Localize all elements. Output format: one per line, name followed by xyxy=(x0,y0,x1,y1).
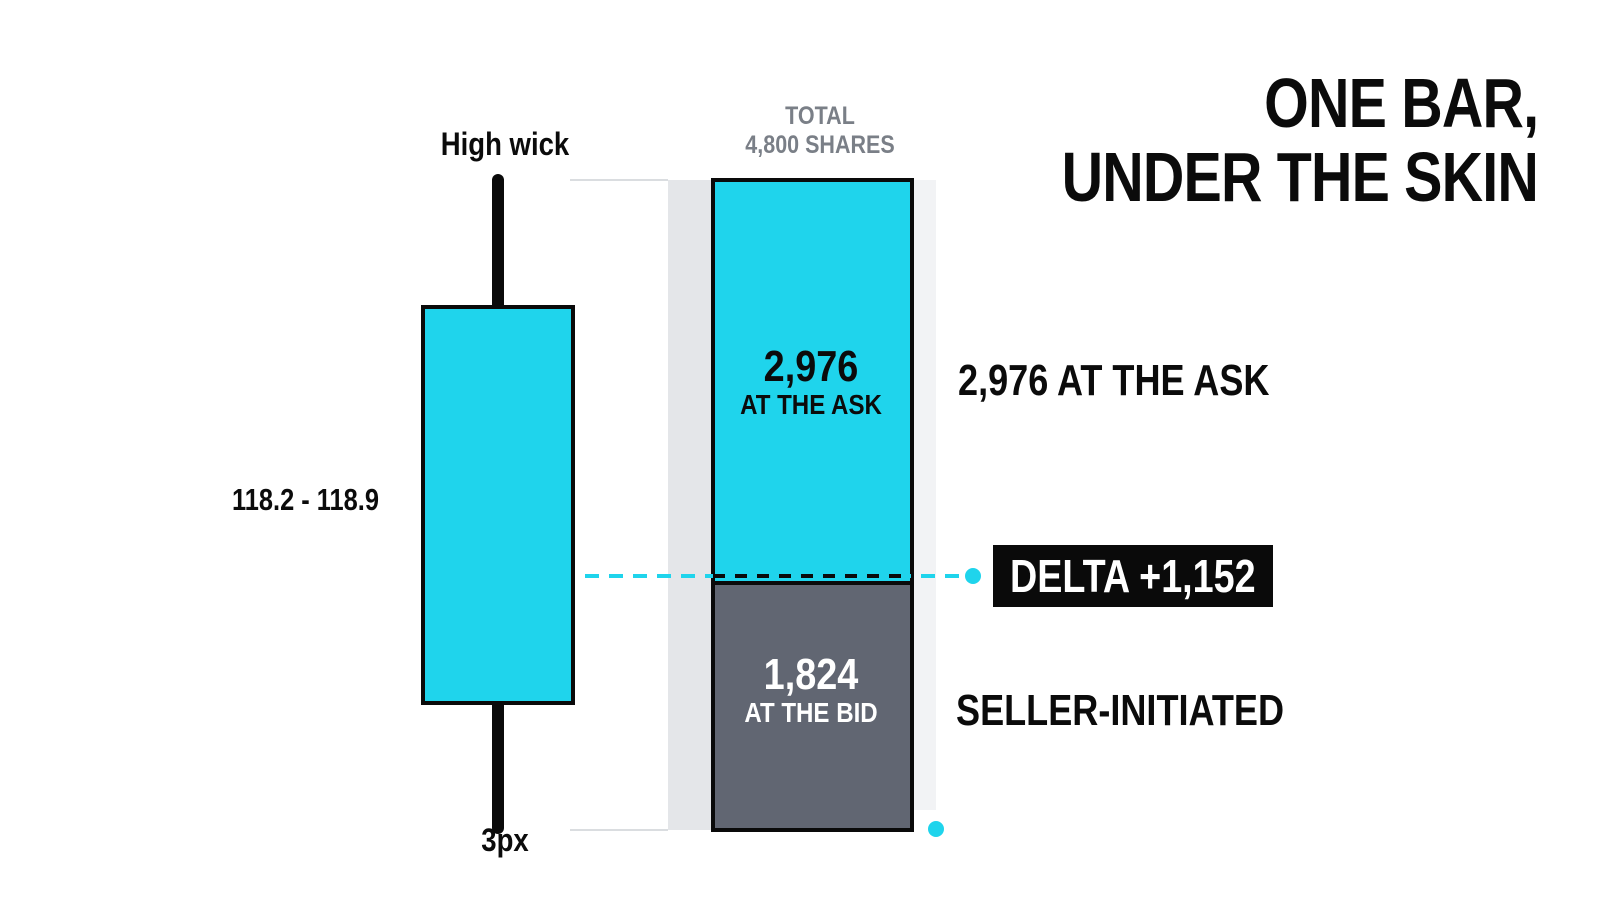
bid-volume-sublabel: AT THE BID xyxy=(744,697,878,728)
bottom-dot xyxy=(928,821,944,837)
delta-badge-text: DELTA +1,152 xyxy=(1010,550,1256,602)
ask-segment-label: 2,976 AT THE ASK xyxy=(727,344,896,420)
volume-backdrop-right xyxy=(912,180,936,810)
delta-dot xyxy=(965,568,981,584)
total-label-line2: 4,800 SHARES xyxy=(745,131,895,159)
ask-volume-value: 2,976 xyxy=(763,342,859,391)
high-wick-label: High wick xyxy=(440,126,570,162)
volume-backdrop xyxy=(668,180,712,830)
bid-volume-value: 1,824 xyxy=(763,650,859,699)
ask-volume-sublabel: AT THE ASK xyxy=(740,389,882,420)
title-line-2: UNDER THE SKIN xyxy=(1061,138,1539,216)
seller-callout: SELLER-INITIATED xyxy=(956,686,1285,735)
title-line-1: ONE BAR, xyxy=(1263,64,1539,142)
ask-callout: 2,976 AT THE ASK xyxy=(958,356,1270,405)
bid-segment-label: 1,824 AT THE BID xyxy=(727,652,896,728)
candle-body xyxy=(421,305,575,705)
price-range-label: 118.2 - 118.9 xyxy=(232,482,380,517)
total-label-line1: TOTAL xyxy=(785,102,855,130)
total-shares-label: TOTAL 4,800 SHARES xyxy=(717,102,923,160)
delta-badge: DELTA +1,152 xyxy=(993,545,1273,607)
bid-volume-segment xyxy=(711,581,914,832)
wick-width-label: 3px xyxy=(481,822,529,858)
